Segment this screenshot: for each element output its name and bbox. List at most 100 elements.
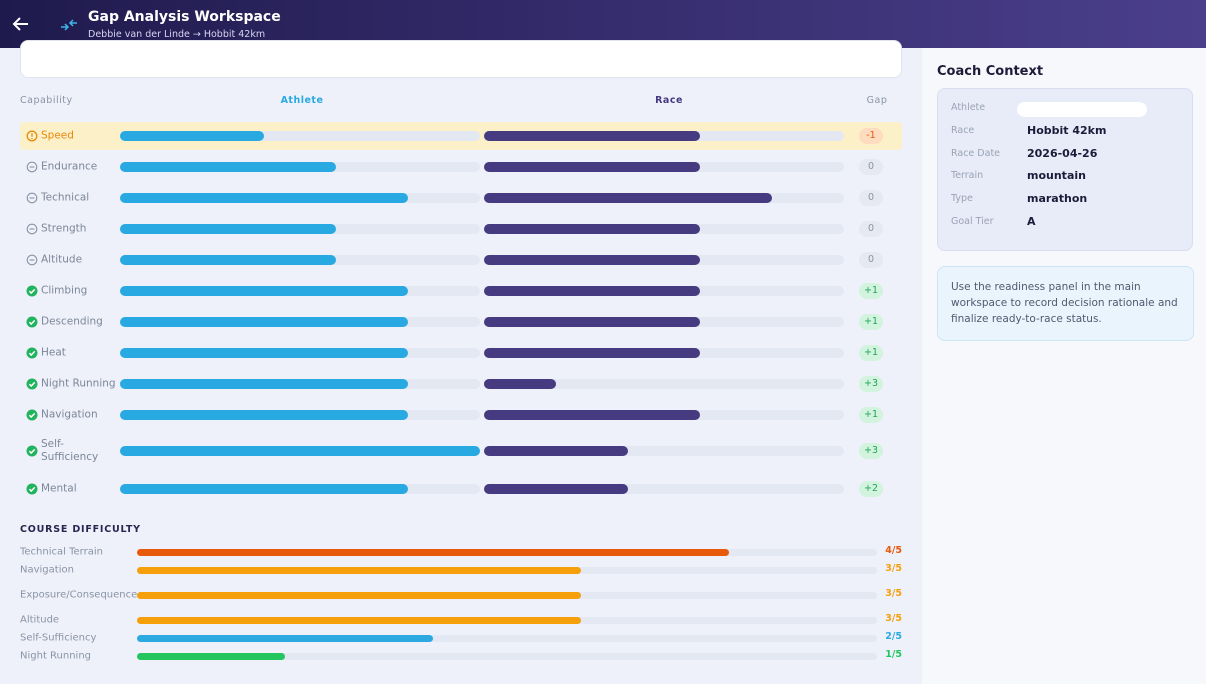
difficulty-bar — [137, 548, 729, 556]
race-bar — [484, 131, 700, 141]
gap-badge: +3 — [859, 443, 883, 459]
status-icon — [26, 409, 38, 421]
status-icon — [26, 285, 38, 297]
field-label: Race Date — [951, 147, 1001, 159]
gap-badge: -1 — [859, 128, 883, 144]
difficulty-label: 3/5 — [885, 563, 902, 574]
race-bar — [484, 446, 628, 456]
difficulty-label: 2/5 — [885, 631, 902, 642]
race-bar — [484, 317, 700, 327]
status-icon — [26, 223, 38, 235]
gap-badge: +1 — [859, 283, 883, 299]
difficulty-label: 1/5 — [885, 649, 902, 660]
difficulty-track — [137, 652, 877, 660]
difficulty-label: 3/5 — [885, 588, 902, 599]
difficulty-track — [137, 634, 877, 642]
page-title: Gap Analysis Workspace — [88, 9, 281, 25]
page-subtitle: Debbie van der Linde → Hobbit 42km — [88, 29, 266, 40]
capability-name: Speed — [41, 129, 74, 142]
back-button[interactable] — [12, 16, 30, 32]
gap-badge: +1 — [859, 314, 883, 330]
gap-icon — [61, 19, 77, 31]
difficulty-bar — [137, 616, 581, 624]
athlete-bar — [120, 410, 408, 420]
difficulty-bar — [137, 634, 433, 642]
race-bar — [484, 348, 700, 358]
field-label: Terrain — [951, 170, 984, 182]
gap-badge: 0 — [859, 252, 883, 268]
capability-name: Self-Sufficiency — [41, 438, 99, 463]
athlete-bar — [120, 484, 408, 494]
difficulty-name: Self-Sufficiency — [20, 632, 97, 644]
athlete-bar — [120, 286, 408, 296]
panel-title: Coach Context — [937, 64, 1044, 79]
status-icon — [26, 316, 38, 328]
column-header: Gap — [866, 95, 888, 106]
capability-name: Heat — [41, 346, 66, 359]
field-value: 2026-04-26 — [1027, 146, 1098, 160]
bar-track — [120, 131, 480, 141]
status-icon — [26, 192, 38, 204]
race-bar — [484, 255, 700, 265]
field-label: Athlete — [951, 102, 986, 113]
status-icon — [26, 254, 38, 266]
bar-track — [484, 446, 844, 456]
bar-track — [484, 484, 844, 494]
athlete-bar — [120, 193, 408, 203]
field-label: Type — [951, 193, 973, 205]
field-label: Goal Tier — [951, 216, 994, 227]
gap-badge: +1 — [859, 407, 883, 423]
athlete-bar — [120, 224, 336, 234]
difficulty-name: Navigation — [20, 564, 74, 576]
difficulty-name: Exposure/Consequence — [20, 589, 138, 601]
gap-badge: +3 — [859, 376, 883, 392]
context-note: Use the readiness panel in the main work… — [937, 266, 1194, 341]
capability-name: Navigation — [41, 408, 98, 421]
bar-track — [484, 379, 844, 389]
column-header: Athlete — [280, 95, 324, 106]
gap-badge: +1 — [859, 345, 883, 361]
status-icon — [26, 347, 38, 359]
status-icon — [26, 378, 38, 390]
race-bar — [484, 410, 700, 420]
capability-name: Endurance — [41, 160, 98, 173]
athlete-bar — [120, 162, 336, 172]
difficulty-bar — [137, 652, 285, 660]
capability-name: Technical — [41, 191, 90, 204]
capability-name: Night Running — [41, 377, 116, 390]
field-value: marathon — [1027, 192, 1088, 206]
capability-name: Descending — [41, 315, 103, 328]
gap-badge: 0 — [859, 190, 883, 206]
difficulty-bar — [137, 566, 581, 574]
capability-name: Mental — [41, 482, 77, 495]
race-bar — [484, 193, 772, 203]
gap-badge: 0 — [859, 221, 883, 237]
difficulty-label: 3/5 — [885, 613, 902, 624]
section-title: COURSE DIFFICULTY — [20, 524, 141, 535]
top-card — [20, 40, 902, 78]
status-icon — [26, 130, 38, 142]
athlete-bar — [120, 317, 408, 327]
redacted-value — [1017, 102, 1147, 117]
field-label: Race — [951, 124, 975, 136]
capability-name: Climbing — [41, 284, 88, 297]
status-icon — [26, 161, 38, 173]
difficulty-bar — [137, 591, 581, 599]
status-icon — [26, 483, 38, 495]
capability-name: Strength — [41, 222, 87, 235]
athlete-bar — [120, 446, 480, 456]
capability-name: Altitude — [41, 253, 83, 266]
race-bar — [484, 162, 700, 172]
field-value: mountain — [1027, 169, 1086, 183]
difficulty-name: Technical Terrain — [20, 546, 103, 558]
athlete-bar — [120, 131, 264, 141]
difficulty-name: Altitude — [20, 614, 60, 626]
field-value: Hobbit 42km — [1027, 123, 1107, 137]
race-bar — [484, 379, 556, 389]
field-value: A — [1027, 215, 1036, 228]
athlete-bar — [120, 379, 408, 389]
column-header: Capability — [20, 95, 73, 106]
difficulty-label: 4/5 — [885, 545, 902, 556]
race-bar — [484, 484, 628, 494]
